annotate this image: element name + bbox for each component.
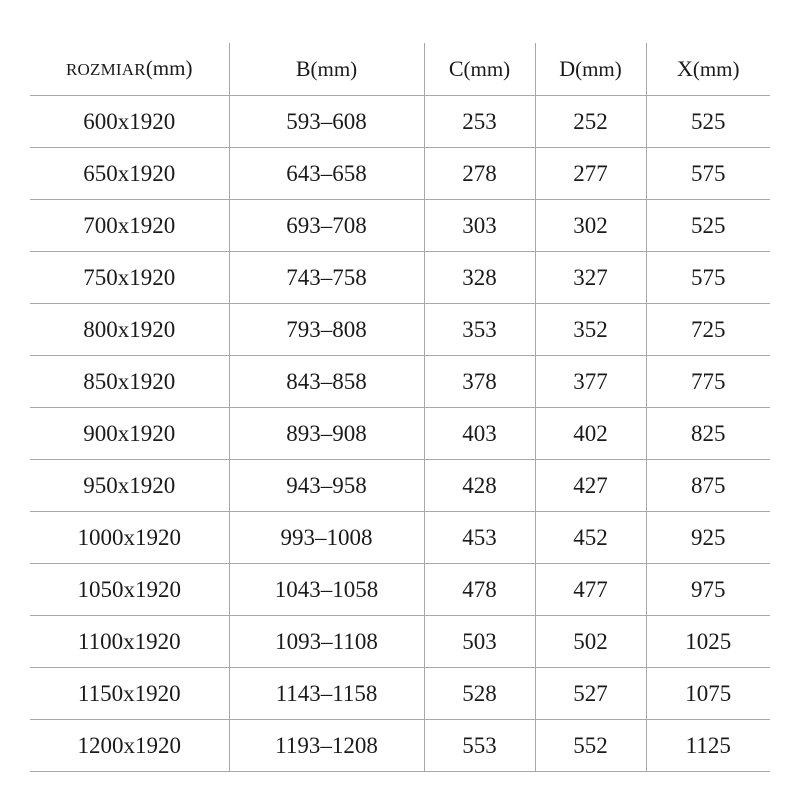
column-header-b: B(mm)	[229, 43, 425, 96]
cell-d: 427	[535, 459, 647, 512]
cell-c: 278	[424, 147, 536, 200]
table-row: 900x1920 893–908 403 402 825	[30, 407, 770, 460]
cell-b: 793–808	[229, 303, 425, 356]
cell-x: 725	[646, 303, 770, 356]
cell-c: 453	[424, 511, 536, 564]
cell-b: 743–758	[229, 251, 425, 304]
cell-size: 1050x1920	[30, 563, 230, 616]
cell-d: 327	[535, 251, 647, 304]
cell-c: 303	[424, 199, 536, 252]
cell-d: 502	[535, 615, 647, 668]
cell-d: 377	[535, 355, 647, 408]
column-header-c-label: C	[448, 56, 464, 81]
cell-b: 1043–1058	[229, 563, 425, 616]
cell-b: 1143–1158	[229, 667, 425, 720]
table-row: 1100x1920 1093–1108 503 502 1025	[30, 615, 770, 668]
column-header-rozmiar: ROZMIAR(mm)	[30, 43, 230, 96]
table-row: 1150x1920 1143–1158 528 527 1075	[30, 667, 770, 720]
table-header: ROZMIAR(mm) B(mm) C(mm) D(mm) X(mm)	[30, 43, 770, 96]
column-header-d-unit: (mm)	[575, 57, 622, 81]
cell-b: 1093–1108	[229, 615, 425, 668]
table-row: 700x1920 693–708 303 302 525	[30, 199, 770, 252]
table-row: 600x1920 593–608 253 252 525	[30, 95, 770, 148]
cell-b: 843–858	[229, 355, 425, 408]
cell-d: 452	[535, 511, 647, 564]
cell-size: 950x1920	[30, 459, 230, 512]
table-row: 1050x1920 1043–1058 478 477 975	[30, 563, 770, 616]
cell-c: 553	[424, 719, 536, 772]
table-body: 600x1920 593–608 253 252 525 650x1920 643–658 2…	[30, 95, 770, 772]
cell-b: 1193–1208	[229, 719, 425, 772]
cell-x: 1125	[646, 719, 770, 772]
cell-c: 328	[424, 251, 536, 304]
column-header-c-unit: (mm)	[463, 57, 511, 81]
cell-c: 253	[424, 95, 536, 148]
cell-c: 478	[424, 563, 536, 616]
cell-d: 352	[535, 303, 647, 356]
cell-size: 700x1920	[30, 199, 230, 252]
cell-d: 527	[535, 667, 647, 720]
specification-table-container: ROZMIAR(mm) B(mm) C(mm) D(mm) X(mm) 600x…	[30, 43, 770, 772]
cell-c: 378	[424, 355, 536, 408]
table-row: 650x1920 643–658 278 277 575	[30, 147, 770, 200]
cell-c: 428	[424, 459, 536, 512]
cell-x: 775	[646, 355, 770, 408]
cell-c: 503	[424, 615, 536, 668]
table-row: 750x1920 743–758 328 327 575	[30, 251, 770, 304]
cell-c: 353	[424, 303, 536, 356]
table-row: 800x1920 793–808 353 352 725	[30, 303, 770, 356]
cell-x: 925	[646, 511, 770, 564]
cell-x: 875	[646, 459, 770, 512]
cell-d: 402	[535, 407, 647, 460]
cell-b: 693–708	[229, 199, 425, 252]
column-header-b-unit: (mm)	[310, 57, 358, 81]
cell-size: 1000x1920	[30, 511, 230, 564]
cell-x: 575	[646, 147, 770, 200]
cell-d: 252	[535, 95, 647, 148]
cell-size: 850x1920	[30, 355, 230, 408]
cell-x: 525	[646, 95, 770, 148]
cell-size: 1150x1920	[30, 667, 230, 720]
column-header-rozmiar-unit: (mm)	[145, 56, 193, 80]
cell-x: 825	[646, 407, 770, 460]
cell-d: 302	[535, 199, 647, 252]
cell-size: 1100x1920	[30, 615, 230, 668]
cell-b: 893–908	[229, 407, 425, 460]
column-header-d-label: D	[559, 56, 576, 81]
cell-c: 528	[424, 667, 536, 720]
table-row: 850x1920 843–858 378 377 775	[30, 355, 770, 408]
column-header-rozmiar-label: ROZMIAR	[66, 60, 146, 79]
cell-c: 403	[424, 407, 536, 460]
cell-d: 277	[535, 147, 647, 200]
column-header-b-label: B	[295, 56, 311, 81]
table-row: 1000x1920 993–1008 453 452 925	[30, 511, 770, 564]
column-header-c: C(mm)	[424, 43, 536, 96]
cell-x: 1075	[646, 667, 770, 720]
column-header-x-unit: (mm)	[692, 57, 740, 81]
table-row: 950x1920 943–958 428 427 875	[30, 459, 770, 512]
cell-b: 593–608	[229, 95, 425, 148]
cell-x: 525	[646, 199, 770, 252]
column-header-x: X(mm)	[646, 43, 770, 96]
cell-size: 750x1920	[30, 251, 230, 304]
cell-size: 600x1920	[30, 95, 230, 148]
cell-d: 477	[535, 563, 647, 616]
table-header-row: ROZMIAR(mm) B(mm) C(mm) D(mm) X(mm)	[30, 43, 770, 96]
table-row: 1200x1920 1193–1208 553 552 1125	[30, 719, 770, 772]
column-header-x-label: X	[676, 56, 693, 81]
cell-x: 575	[646, 251, 770, 304]
cell-size: 650x1920	[30, 147, 230, 200]
cell-d: 552	[535, 719, 647, 772]
cell-size: 1200x1920	[30, 719, 230, 772]
cell-b: 643–658	[229, 147, 425, 200]
cell-x: 1025	[646, 615, 770, 668]
column-header-d: D(mm)	[535, 43, 647, 96]
cell-x: 975	[646, 563, 770, 616]
cell-size: 900x1920	[30, 407, 230, 460]
cell-size: 800x1920	[30, 303, 230, 356]
dimensions-table: ROZMIAR(mm) B(mm) C(mm) D(mm) X(mm) 600x…	[30, 43, 770, 772]
cell-b: 993–1008	[229, 511, 425, 564]
cell-b: 943–958	[229, 459, 425, 512]
